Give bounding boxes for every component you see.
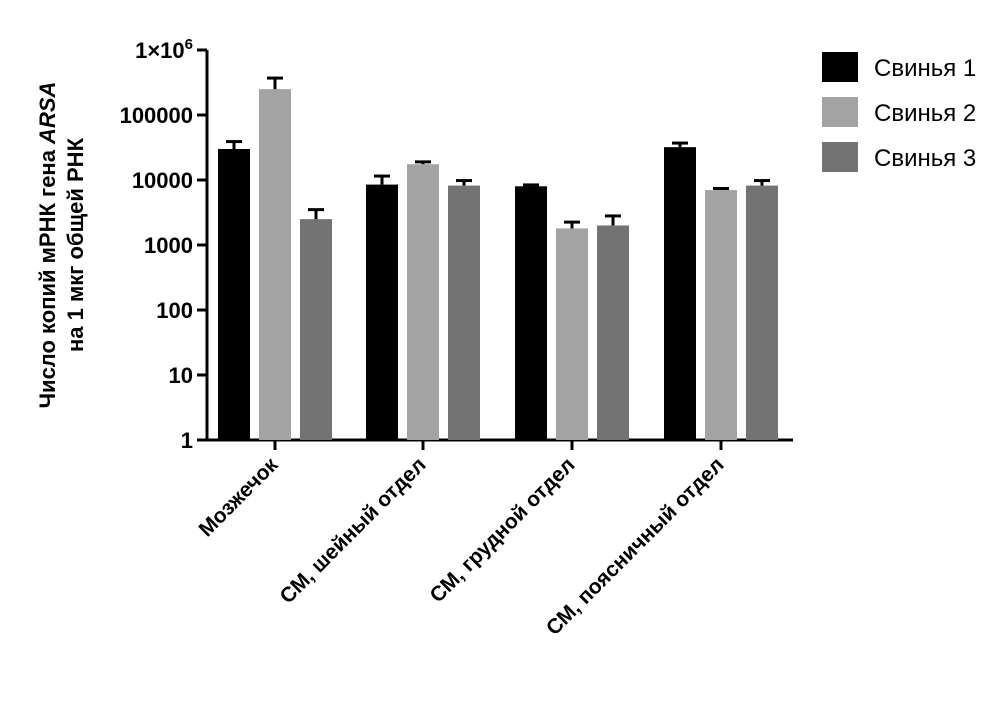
bar xyxy=(515,186,547,440)
y-axis-title-line-1: Число копий мРНК гена ARSA xyxy=(35,82,60,409)
y-axis-title: Число копий мРНК гена ARSA на 1 мкг обще… xyxy=(35,82,88,409)
bar xyxy=(259,89,291,440)
legend-label: Свинья 2 xyxy=(874,100,976,127)
x-category-label: СМ, поясничный отдел xyxy=(542,453,729,640)
y-axis: 1 10 100 1000 10000 100000 1×106 xyxy=(120,36,209,453)
bar xyxy=(556,228,588,440)
x-category-label: СМ, грудной отдел xyxy=(426,453,580,607)
legend-label: Свинья 3 xyxy=(874,145,976,172)
legend-label: Свинья 1 xyxy=(874,55,976,82)
bar xyxy=(300,219,332,440)
bar xyxy=(366,184,398,440)
legend: Свинья 1 Свинья 2 Свинья 3 xyxy=(822,52,976,172)
bar xyxy=(407,164,439,441)
x-category-label: СМ, шейный отдел xyxy=(276,453,431,608)
y-tick-label: 100000 xyxy=(120,103,193,128)
legend-swatch xyxy=(822,52,858,82)
y-tick-label: 100 xyxy=(156,298,193,323)
bars xyxy=(218,76,778,441)
y-tick-label: 10000 xyxy=(132,168,193,193)
y-tick-label: 10 xyxy=(169,363,193,388)
y-tick-label: 1×106 xyxy=(135,36,193,63)
y-tick-label: 1000 xyxy=(144,233,193,258)
bar xyxy=(597,225,629,440)
legend-swatch xyxy=(822,142,858,172)
bar xyxy=(218,148,250,440)
x-category-label: Мозжечок xyxy=(194,453,282,541)
legend-swatch xyxy=(822,97,858,127)
bar xyxy=(448,185,480,440)
bar xyxy=(746,185,778,440)
bar xyxy=(705,190,737,440)
bar xyxy=(664,147,696,440)
y-axis-title-line-2: на 1 мкг общей РНК xyxy=(63,137,88,352)
y-tick-label: 1 xyxy=(181,428,193,453)
